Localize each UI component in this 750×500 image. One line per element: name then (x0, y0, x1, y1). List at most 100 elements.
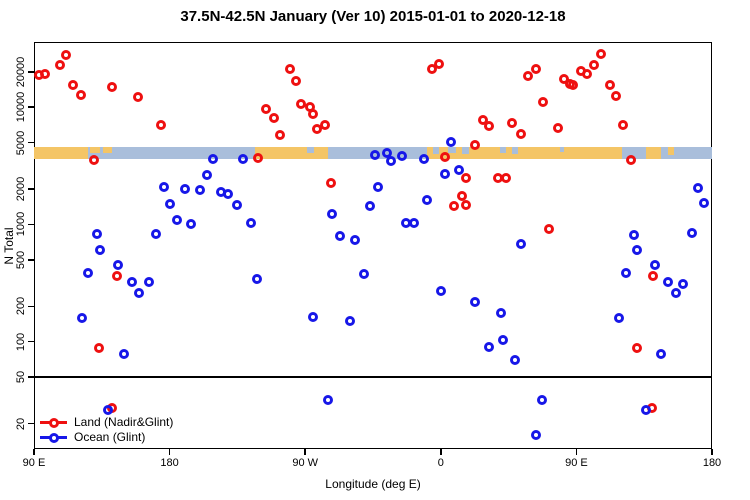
legend-item-ocean: Ocean (Glint) (40, 430, 230, 445)
data-point-land (610, 90, 621, 101)
map-strip-land-segment (255, 147, 328, 159)
x-tick (711, 449, 713, 455)
data-point-land (604, 79, 615, 90)
data-point-ocean (484, 342, 494, 353)
data-point-land (618, 120, 629, 130)
x-tick-label: 180 (702, 457, 722, 469)
data-point-land (625, 154, 636, 165)
y-tick-label: 20000 (15, 56, 27, 88)
y-tick (28, 141, 34, 144)
data-point-land (54, 60, 65, 71)
data-point-land (530, 64, 541, 75)
data-point-land (89, 154, 100, 165)
legend-label-land: Land (Nadir&Glint) (74, 415, 174, 429)
data-point-land (132, 92, 143, 103)
x-tick-label: 0 (437, 457, 444, 469)
data-point-ocean (470, 296, 481, 307)
data-point-ocean (364, 201, 375, 212)
data-point-ocean (649, 260, 660, 271)
data-point-land (268, 113, 279, 124)
map-strip-land-segment (89, 147, 101, 154)
data-point-land (575, 65, 586, 76)
data-point-land (295, 98, 306, 109)
data-point-ocean (628, 230, 639, 241)
data-point-ocean (134, 288, 145, 299)
data-point-ocean (497, 335, 508, 346)
data-point-ocean (496, 307, 507, 318)
data-point-ocean (678, 278, 689, 289)
y-tick-label: 200 (15, 297, 27, 316)
data-point-land (595, 48, 606, 59)
data-point-land (285, 64, 296, 75)
data-point-ocean (613, 313, 624, 324)
data-point-land (568, 79, 579, 90)
data-point-ocean (515, 239, 526, 250)
data-point-land (68, 79, 79, 90)
data-point-land (155, 120, 166, 130)
x-tick-label: 90 W (292, 457, 319, 469)
data-point-ocean (345, 316, 356, 327)
data-point-ocean (95, 245, 106, 256)
map-strip-land-segment (645, 147, 661, 159)
data-point-ocean (238, 154, 249, 164)
data-point-land (589, 60, 600, 71)
y-tick (28, 340, 34, 343)
data-point-ocean (446, 137, 457, 148)
ocean-legend-marker-icon (49, 433, 59, 443)
y-tick-label: 5000 (15, 130, 27, 155)
data-point-ocean (621, 268, 632, 279)
land-legend-marker-icon (49, 418, 59, 428)
data-point-land (274, 130, 285, 141)
data-point-land (111, 271, 122, 282)
data-point-land (426, 64, 437, 75)
data-point-ocean (143, 277, 154, 288)
data-point-ocean (536, 394, 547, 405)
legend: Land (Nadir&Glint) Ocean (Glint) (40, 415, 230, 449)
y-tick-label: 10000 (15, 91, 27, 123)
data-point-land (456, 191, 467, 202)
data-point-ocean (408, 218, 419, 229)
x-tick-label: 90 E (22, 457, 46, 469)
data-point-land (434, 59, 445, 69)
threshold-line-50 (34, 376, 712, 378)
data-point-ocean (208, 154, 219, 164)
x-tick-label: 90 E (565, 457, 588, 469)
y-tick (28, 188, 34, 190)
data-point-ocean (663, 277, 674, 287)
data-point-ocean (194, 185, 205, 196)
data-point-ocean (693, 182, 704, 193)
map-strip-land-segment (668, 147, 675, 156)
y-tick (28, 258, 34, 261)
data-point-ocean (631, 245, 642, 256)
data-point-land (75, 90, 86, 101)
map-strip-ocean-speck (461, 147, 470, 154)
data-point-ocean (372, 181, 383, 192)
data-point-land (291, 76, 302, 87)
y-axis-title: N Total (2, 227, 16, 265)
data-point-ocean (151, 228, 162, 239)
chart-title: 37.5N-42.5N January (Ver 10) 2015-01-01 … (180, 8, 566, 25)
x-axis-title: Longitude (deg E) (325, 477, 421, 491)
data-point-ocean (185, 219, 196, 230)
plot-area (34, 42, 712, 449)
data-point-land (39, 69, 50, 80)
data-point-ocean (126, 277, 137, 288)
data-point-land (553, 122, 564, 133)
y-tick-label: 20 (15, 417, 27, 430)
y-tick-label: 500 (15, 250, 27, 269)
x-tick (575, 449, 578, 455)
x-tick (33, 449, 35, 455)
data-point-land (461, 173, 472, 184)
data-point-land (515, 128, 526, 139)
data-point-ocean (369, 150, 380, 161)
data-point-ocean (396, 151, 407, 162)
data-point-ocean (322, 394, 333, 405)
x-tick (440, 449, 442, 455)
data-point-ocean (83, 268, 94, 279)
data-point-ocean (687, 228, 698, 239)
map-strip-ocean-speck (433, 147, 440, 154)
map-strip-ocean-speck (511, 147, 518, 154)
data-point-land (107, 81, 118, 92)
data-point-ocean (327, 208, 338, 219)
